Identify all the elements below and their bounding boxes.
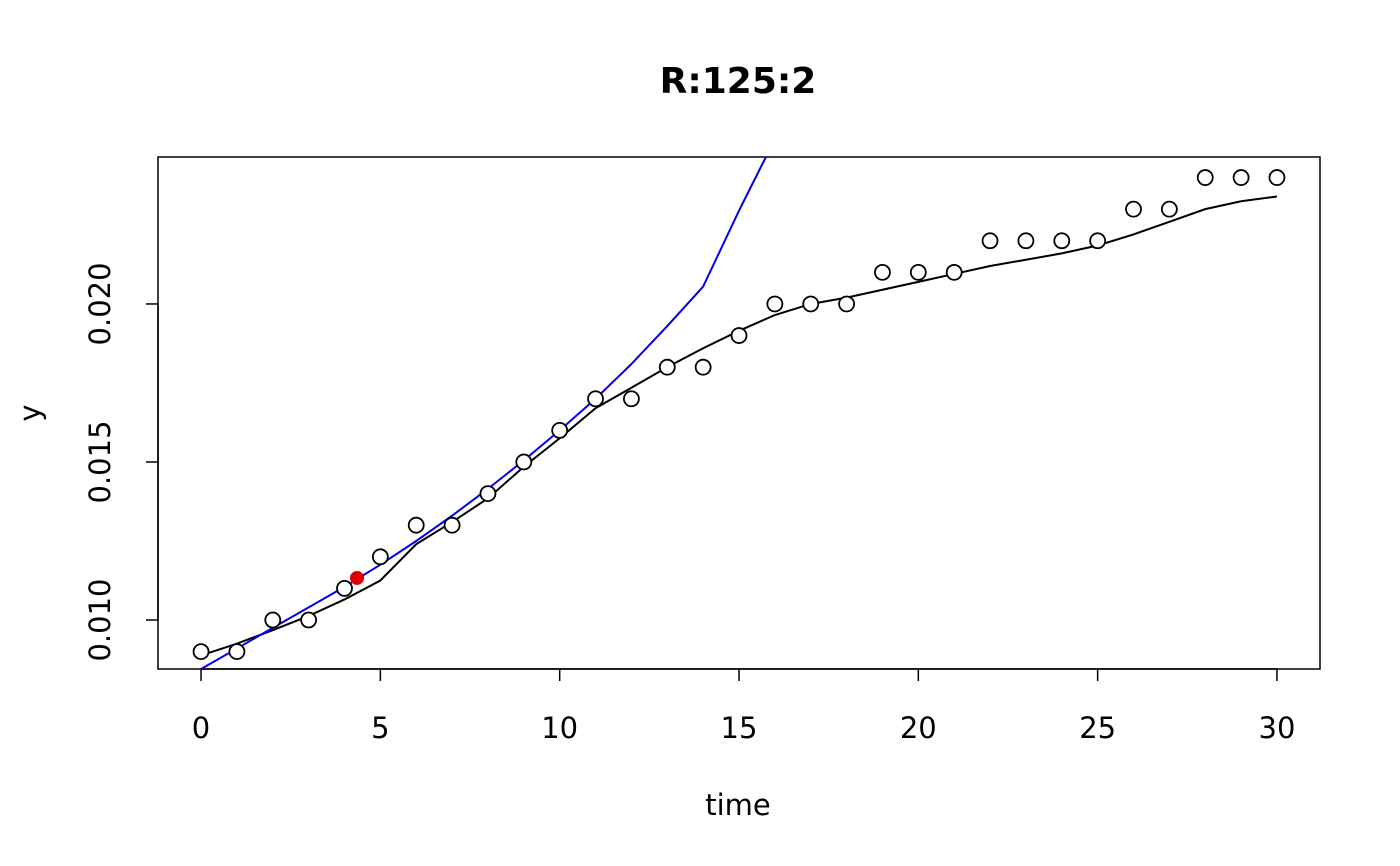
data-point-20	[909, 263, 927, 281]
data-point-29	[1232, 169, 1250, 186]
data-point-4	[336, 580, 353, 597]
data-point-16	[766, 295, 784, 313]
data-point-17	[802, 295, 820, 313]
data-point-28	[1196, 169, 1214, 186]
x-axis: 0 5 10 15 20 25 30	[192, 668, 1296, 745]
x-tick-label-2: 10	[541, 711, 578, 745]
data-point-25	[1089, 232, 1107, 250]
y-axis-label: y	[13, 404, 47, 421]
series-line-1	[200, 195, 1278, 657]
data-point-21	[945, 263, 963, 281]
data-point-14	[694, 358, 712, 376]
y-tick-label-1: 0.015	[83, 420, 117, 503]
chart-title: R:125:2	[660, 61, 817, 102]
data-point-2	[264, 611, 282, 629]
highlight-point	[350, 570, 365, 585]
data-point-6	[407, 516, 425, 534]
data-point-30	[1268, 169, 1286, 186]
series-line-2	[200, 157, 767, 669]
data-point-9	[515, 453, 533, 471]
x-tick-label-5: 25	[1079, 711, 1116, 745]
data-point-11	[587, 390, 604, 408]
data-point-12	[623, 390, 640, 408]
data-point-8	[479, 485, 497, 502]
x-tick-label-6: 30	[1259, 711, 1296, 745]
data-point-1	[228, 643, 246, 661]
data-point-15	[730, 327, 748, 344]
x-axis-label: time	[705, 788, 771, 822]
y-tick-label-2: 0.020	[83, 262, 117, 345]
data-point-0	[192, 643, 210, 661]
data-point-18	[838, 295, 855, 313]
data-point-13	[658, 358, 676, 376]
y-tick-label-0: 0.010	[83, 578, 117, 661]
data-point-26	[1125, 200, 1142, 218]
data-point-23	[1017, 232, 1035, 250]
plot-box	[157, 156, 1321, 670]
x-tick-label-4: 20	[900, 711, 937, 745]
data-point-10	[551, 421, 569, 439]
data-point-27	[1160, 200, 1178, 218]
data-point-3	[300, 611, 318, 629]
x-tick-label-1: 5	[371, 711, 389, 745]
data-point-22	[981, 232, 999, 250]
data-point-24	[1053, 232, 1071, 250]
x-tick-label-0: 0	[192, 711, 210, 745]
data-point-5	[371, 548, 389, 566]
data-point-19	[874, 263, 891, 281]
data-point-7	[443, 516, 461, 534]
plot-area	[192, 157, 1286, 669]
x-tick-label-3: 15	[721, 711, 758, 745]
y-axis: 0.010 0.015 0.020	[83, 262, 159, 662]
